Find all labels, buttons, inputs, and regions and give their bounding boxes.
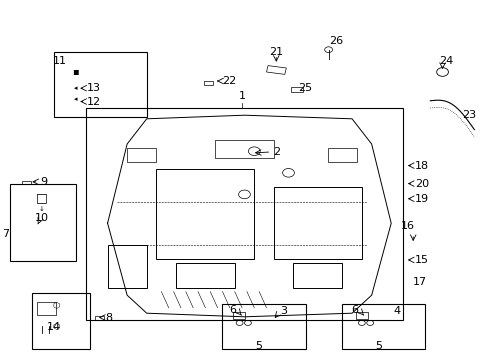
Bar	[107, 245, 146, 288]
Text: □: □	[36, 192, 47, 204]
Text: 8: 8	[105, 312, 112, 323]
Bar	[10, 184, 76, 261]
Bar	[32, 293, 90, 349]
Text: 16: 16	[401, 221, 414, 231]
Bar	[233, 312, 245, 319]
Bar	[156, 169, 254, 259]
Bar	[85, 108, 403, 320]
Text: 12: 12	[87, 96, 101, 107]
Text: 13: 13	[87, 83, 101, 93]
Bar	[54, 52, 146, 117]
Bar	[290, 87, 303, 92]
Text: ◂: ◂	[74, 96, 78, 103]
Text: 20: 20	[414, 179, 428, 189]
Text: 6: 6	[228, 305, 235, 315]
Bar	[37, 302, 56, 315]
Text: 22: 22	[222, 76, 236, 86]
Text: 5: 5	[375, 341, 382, 351]
Bar	[222, 304, 305, 349]
Bar	[342, 304, 425, 349]
Text: ⬡: ⬡	[52, 323, 60, 332]
Text: 15: 15	[414, 255, 428, 265]
Bar	[22, 181, 31, 184]
Text: 5: 5	[255, 341, 262, 351]
Text: ▪: ▪	[72, 66, 79, 76]
Text: ◂: ◂	[74, 85, 78, 91]
Text: 25: 25	[298, 83, 312, 93]
Bar	[327, 148, 356, 162]
Text: 19: 19	[414, 194, 428, 204]
Text: 23: 23	[462, 110, 475, 120]
Text: 2: 2	[272, 147, 280, 157]
Text: 14: 14	[46, 322, 61, 332]
Bar	[355, 312, 367, 319]
Bar	[215, 140, 273, 158]
Text: 3: 3	[279, 306, 286, 316]
Text: 6: 6	[350, 305, 357, 315]
Text: 4: 4	[393, 306, 400, 316]
Text: 10: 10	[35, 213, 48, 223]
Text: ⬡: ⬡	[52, 301, 60, 310]
Text: 9: 9	[40, 177, 47, 187]
Bar	[273, 187, 361, 259]
Bar	[95, 316, 104, 320]
Text: 7: 7	[2, 229, 9, 239]
Bar	[266, 66, 286, 75]
Text: 1: 1	[238, 91, 245, 101]
Bar	[176, 263, 234, 288]
Text: 21: 21	[269, 47, 283, 57]
Text: 18: 18	[414, 161, 428, 171]
Bar	[293, 263, 342, 288]
Text: 11: 11	[53, 56, 66, 66]
Text: 26: 26	[329, 36, 343, 46]
Bar	[127, 148, 156, 162]
Text: 17: 17	[412, 276, 426, 287]
Bar	[204, 81, 213, 85]
Text: 24: 24	[438, 56, 452, 66]
Text: ↓: ↓	[39, 206, 44, 212]
